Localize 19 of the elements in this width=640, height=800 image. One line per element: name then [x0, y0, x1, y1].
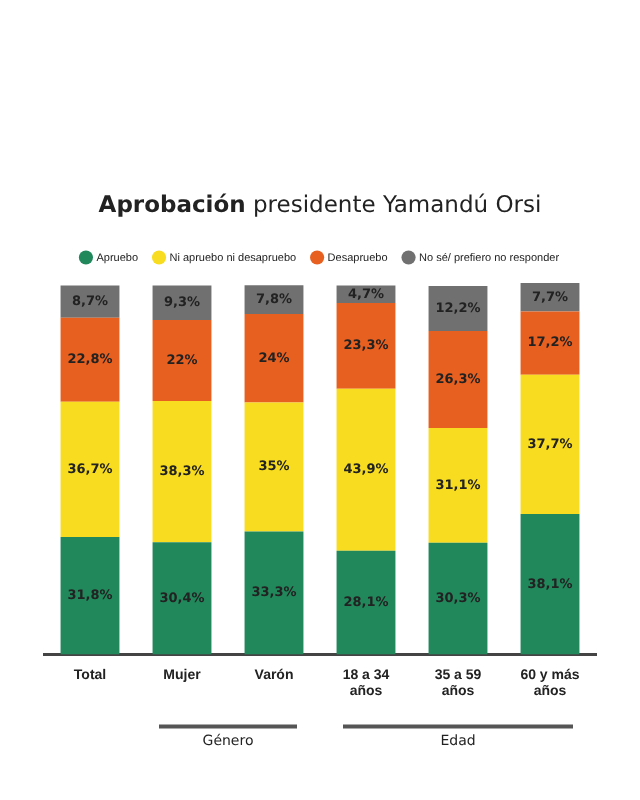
bar — [428, 427, 488, 543]
bar — [336, 388, 396, 551]
bar — [520, 374, 580, 514]
bar — [244, 402, 304, 532]
bar — [152, 401, 212, 543]
bar — [428, 330, 488, 428]
bar — [60, 537, 120, 655]
bar — [520, 513, 580, 655]
bar — [336, 302, 396, 389]
chart-title: Aprobación presidente Yamandú Orsi — [96, 190, 544, 218]
bar — [152, 542, 212, 655]
bar — [244, 531, 304, 655]
bar — [60, 401, 120, 538]
bar — [152, 319, 212, 402]
bar — [60, 317, 120, 402]
bar — [244, 313, 304, 403]
bar — [520, 311, 580, 375]
bar — [428, 542, 488, 655]
bar — [336, 550, 396, 655]
